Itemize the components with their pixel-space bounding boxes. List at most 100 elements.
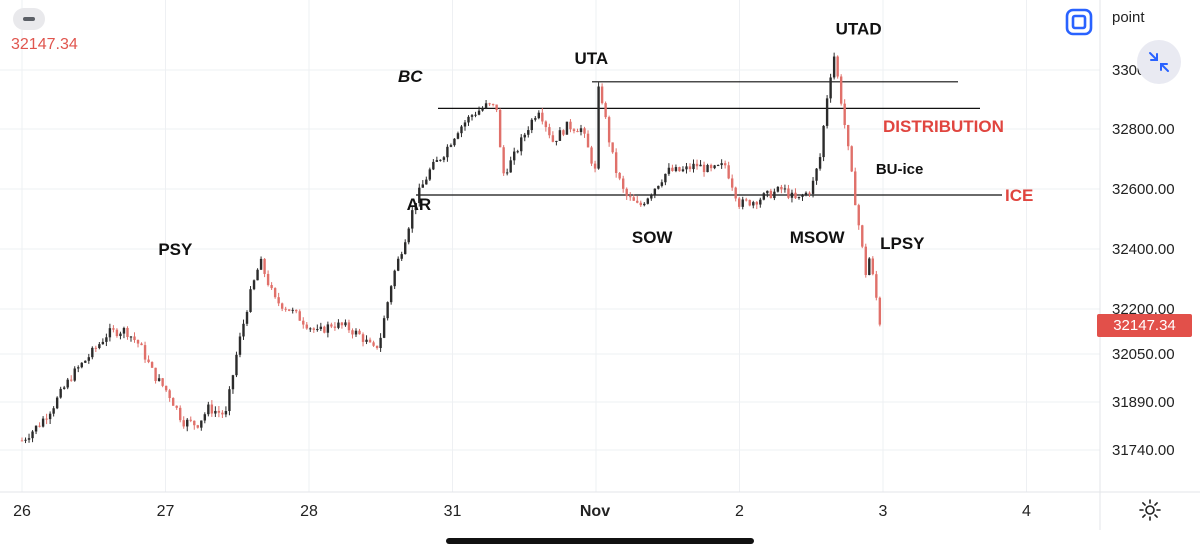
candle-body bbox=[678, 167, 681, 172]
candle-body bbox=[259, 258, 263, 270]
candle-body bbox=[847, 125, 850, 147]
candle-body bbox=[379, 337, 382, 349]
candle-body bbox=[861, 225, 864, 247]
candle-body bbox=[839, 76, 843, 104]
candle-body bbox=[34, 425, 38, 432]
candle-body bbox=[822, 125, 825, 158]
candle-body bbox=[769, 190, 773, 199]
candle-body bbox=[579, 128, 583, 133]
candle-body bbox=[498, 109, 502, 148]
candle-body bbox=[263, 258, 266, 274]
fullscreen-icon[interactable] bbox=[1064, 7, 1094, 37]
y-tick-label: 31740.00 bbox=[1112, 442, 1175, 459]
candle-body bbox=[182, 420, 185, 427]
candle-body bbox=[614, 152, 618, 173]
candle-body bbox=[361, 334, 365, 342]
annotation-label: ICE bbox=[1005, 186, 1033, 205]
candle-body bbox=[565, 121, 569, 135]
candle-body bbox=[298, 311, 301, 321]
chart-axes: 26 27 28 31 Nov 2 3 4330032800.0032600.0032400.… bbox=[0, 0, 1200, 530]
candle-body bbox=[541, 112, 544, 122]
candle-body bbox=[607, 117, 611, 143]
candle-body bbox=[372, 342, 375, 346]
candle-body bbox=[41, 418, 45, 427]
candle-body bbox=[126, 327, 129, 337]
candle-body bbox=[291, 309, 294, 311]
candle-body bbox=[773, 191, 776, 199]
y-tick-label: 32200.00 bbox=[1112, 301, 1175, 318]
candle-body bbox=[832, 56, 836, 78]
candle-body bbox=[91, 347, 94, 358]
collapse-arrows-button[interactable] bbox=[1137, 40, 1181, 84]
candle-body bbox=[723, 163, 727, 166]
candle-body bbox=[741, 199, 744, 207]
candle-body bbox=[273, 288, 277, 298]
candle-body bbox=[168, 390, 171, 399]
annotation-label: AR bbox=[407, 195, 432, 214]
candle-body bbox=[365, 339, 368, 342]
collapse-button[interactable] bbox=[13, 8, 45, 30]
candle-body bbox=[878, 297, 882, 325]
candle-body bbox=[625, 188, 628, 197]
candle-series bbox=[20, 52, 882, 444]
candle-body bbox=[393, 270, 396, 287]
chart-annotations: PSY BC AR UTA SOW MSOW UTAD DISTRIBUTION BU-ice I… bbox=[158, 20, 1033, 259]
candle-body bbox=[439, 159, 442, 161]
candle-body bbox=[231, 375, 235, 390]
candle-body bbox=[119, 333, 122, 337]
annotation-label: BC bbox=[398, 67, 423, 86]
x-tick-label: 26 bbox=[13, 503, 31, 520]
candle-body bbox=[175, 405, 178, 408]
candle-body bbox=[699, 164, 702, 167]
candle-body bbox=[576, 131, 579, 133]
candle-body bbox=[70, 379, 73, 381]
candle-body bbox=[133, 336, 136, 341]
annotation-label: DISTRIBUTION bbox=[883, 117, 1004, 136]
candle-body bbox=[252, 280, 256, 290]
candle-body bbox=[593, 163, 597, 169]
candle-body bbox=[762, 193, 766, 200]
candle-body bbox=[818, 157, 822, 169]
candle-body bbox=[309, 328, 312, 330]
candle-body bbox=[418, 187, 421, 203]
candle-body bbox=[66, 379, 69, 388]
candle-body bbox=[530, 119, 533, 131]
candle-body bbox=[375, 345, 379, 349]
candle-body bbox=[277, 297, 280, 304]
last-price-tag: 32147.34 bbox=[1097, 314, 1192, 337]
candle-body bbox=[456, 133, 460, 139]
candle-body bbox=[629, 196, 632, 198]
minus-icon bbox=[23, 17, 35, 21]
candle-body bbox=[727, 165, 730, 179]
candle-body bbox=[319, 326, 323, 330]
candle-body bbox=[38, 425, 41, 427]
candle-body bbox=[256, 269, 259, 281]
candle-body bbox=[537, 112, 541, 119]
candle-body bbox=[555, 140, 558, 142]
candle-body bbox=[650, 194, 653, 199]
candle-body bbox=[745, 199, 748, 201]
candle-body bbox=[84, 360, 87, 363]
x-tick-label: 31 bbox=[444, 503, 462, 520]
candle-body bbox=[351, 330, 354, 335]
candle-body bbox=[280, 303, 284, 309]
candle-body bbox=[354, 330, 358, 335]
candle-body bbox=[801, 195, 804, 197]
candle-body bbox=[87, 357, 90, 361]
candle-body bbox=[527, 130, 530, 135]
candle-body bbox=[101, 341, 105, 345]
candle-body bbox=[797, 196, 801, 199]
gear-icon[interactable] bbox=[1138, 498, 1162, 522]
unit-label: point bbox=[1112, 9, 1145, 26]
candle-body bbox=[425, 179, 428, 185]
candle-body bbox=[776, 186, 780, 192]
candle-body bbox=[632, 197, 635, 201]
candle-body bbox=[55, 397, 59, 409]
candle-body bbox=[562, 130, 565, 135]
candle-body bbox=[312, 328, 316, 330]
candle-body bbox=[794, 192, 797, 199]
candle-body bbox=[432, 161, 435, 170]
candle-body bbox=[147, 359, 150, 363]
candle-body bbox=[667, 167, 671, 174]
